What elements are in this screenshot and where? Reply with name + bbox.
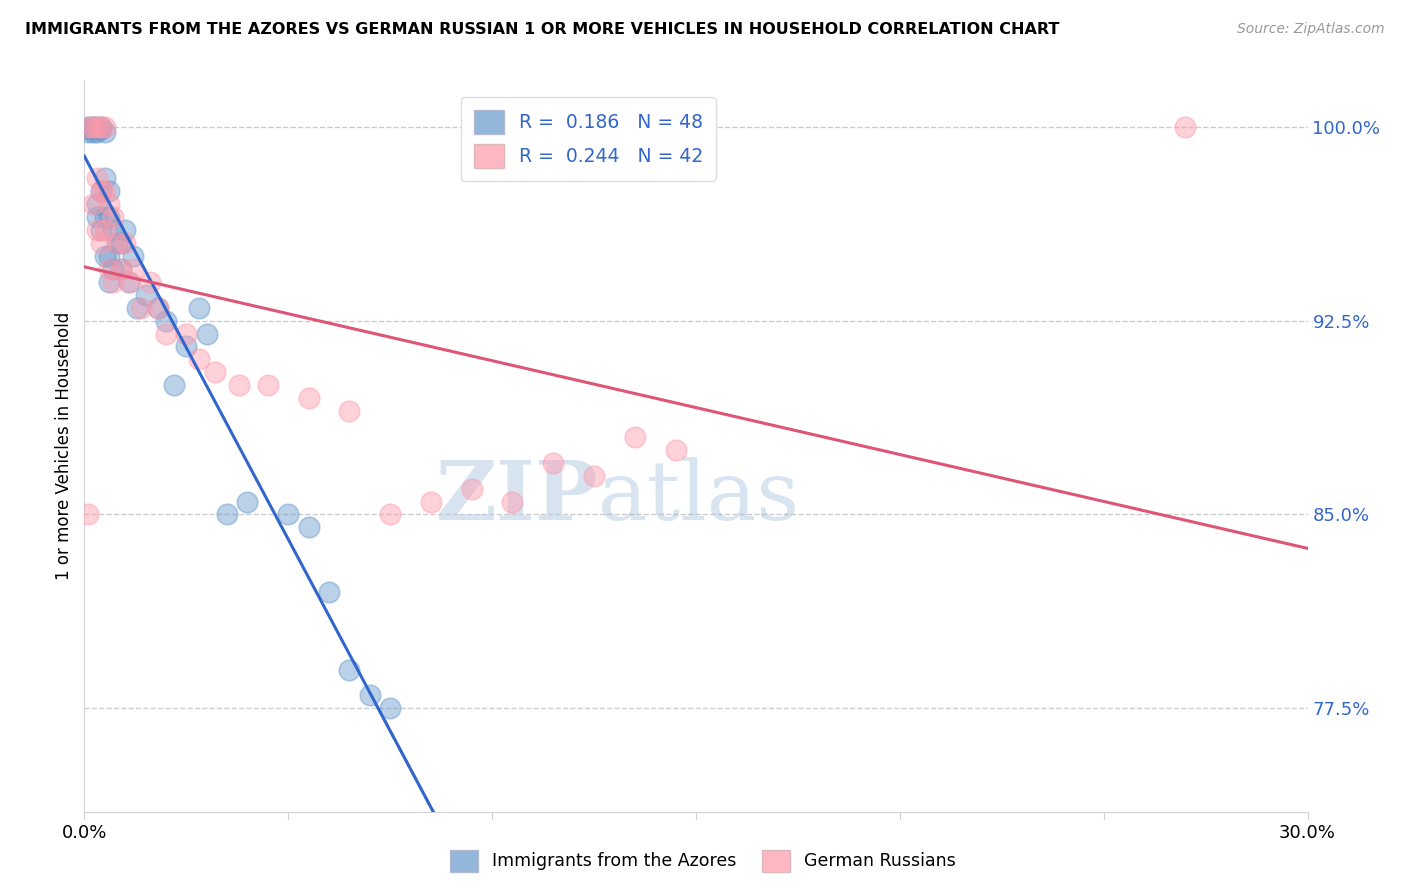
Point [86,223,108,237]
Point [665,442,688,457]
Point [86,122,108,136]
Point [359,689,381,703]
Point [146,301,169,315]
Point [624,430,647,444]
Point [298,520,321,534]
Point [93,249,115,263]
Point [110,236,132,251]
Point [420,494,443,508]
Point [86,171,108,186]
Point [217,508,239,522]
Point [93,223,115,237]
Point [86,120,108,134]
Point [90,122,112,136]
Point [77,125,100,139]
Point [101,211,124,225]
Point [195,326,218,341]
Point [93,120,115,134]
Point [135,287,157,301]
Y-axis label: 1 or more Vehicles in Household: 1 or more Vehicles in Household [55,312,73,580]
Text: atlas: atlas [598,458,800,537]
Point [101,223,124,237]
Point [82,125,104,139]
Point [86,120,108,134]
Point [101,262,124,277]
Point [90,223,112,237]
Text: Source: ZipAtlas.com: Source: ZipAtlas.com [1237,22,1385,37]
Point [97,197,120,211]
Point [122,249,145,263]
Point [1174,120,1197,134]
Point [318,585,340,599]
Point [93,211,115,225]
Point [97,211,120,225]
Point [187,301,209,315]
Point [86,211,108,225]
Point [380,701,402,715]
Point [122,262,145,277]
Point [82,197,104,211]
Point [110,262,132,277]
Point [82,122,104,136]
Point [138,275,160,289]
Point [127,301,149,315]
Point [257,378,280,392]
Point [380,508,402,522]
Point [82,120,104,134]
Point [502,494,524,508]
Point [97,262,120,277]
Point [77,120,100,134]
Point [90,236,112,251]
Point [97,249,120,263]
Point [97,185,120,199]
Point [339,663,361,677]
Point [77,120,100,134]
Point [118,275,141,289]
Point [339,404,361,418]
Point [277,508,299,522]
Point [155,313,177,327]
Point [461,482,484,496]
Point [105,236,128,251]
Point [93,125,115,139]
Point [86,197,108,211]
Point [114,236,136,251]
Point [543,456,565,470]
Point [146,301,169,315]
Point [90,120,112,134]
Point [236,494,259,508]
Point [155,326,177,341]
Point [97,275,120,289]
Point [174,326,197,341]
Point [131,301,153,315]
Text: ZIP: ZIP [436,458,598,537]
Point [82,120,104,134]
Point [105,236,128,251]
Point [77,508,100,522]
Point [110,262,132,277]
Legend: R =  0.186   N = 48, R =  0.244   N = 42: R = 0.186 N = 48, R = 0.244 N = 42 [461,97,716,181]
Point [174,339,197,353]
Point [93,171,115,186]
Point [204,365,226,379]
Point [163,378,186,392]
Point [93,185,115,199]
Point [82,120,104,134]
Point [118,275,141,289]
Point [114,223,136,237]
Point [298,391,321,405]
Legend: Immigrants from the Azores, German Russians: Immigrants from the Azores, German Russi… [443,843,963,879]
Point [583,468,606,483]
Point [77,122,100,136]
Point [101,275,124,289]
Point [86,125,108,139]
Point [90,185,112,199]
Point [90,120,112,134]
Point [187,352,209,367]
Text: IMMIGRANTS FROM THE AZORES VS GERMAN RUSSIAN 1 OR MORE VEHICLES IN HOUSEHOLD COR: IMMIGRANTS FROM THE AZORES VS GERMAN RUS… [25,22,1060,37]
Point [90,185,112,199]
Point [228,378,250,392]
